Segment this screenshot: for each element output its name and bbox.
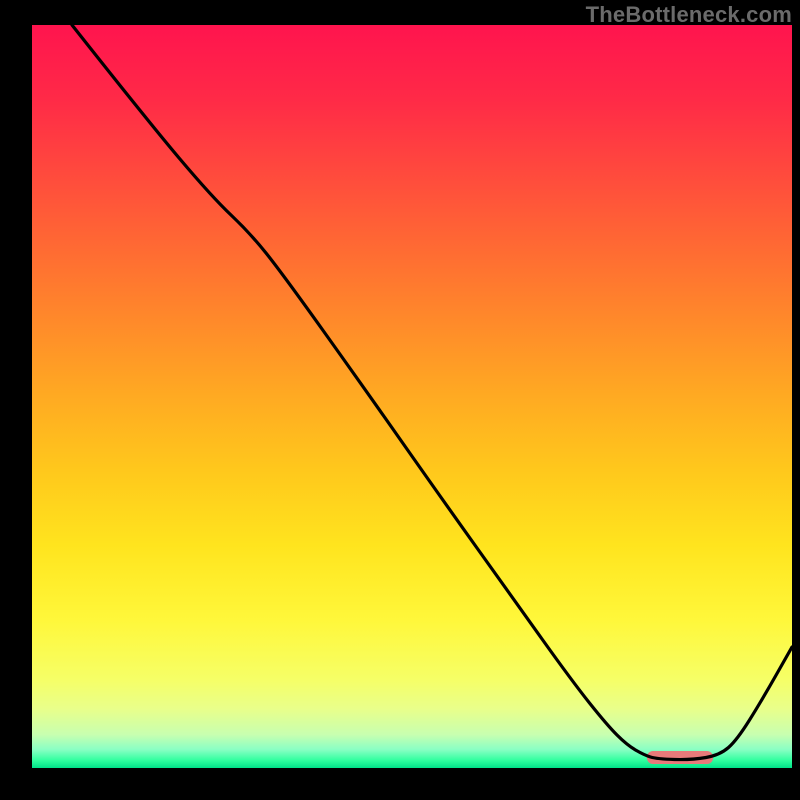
- bottleneck-curve: [32, 25, 792, 768]
- curve-path: [72, 25, 792, 760]
- chart-stage: TheBottleneck.com: [0, 0, 800, 800]
- x-axis: [26, 768, 800, 774]
- plot-area: [32, 25, 792, 768]
